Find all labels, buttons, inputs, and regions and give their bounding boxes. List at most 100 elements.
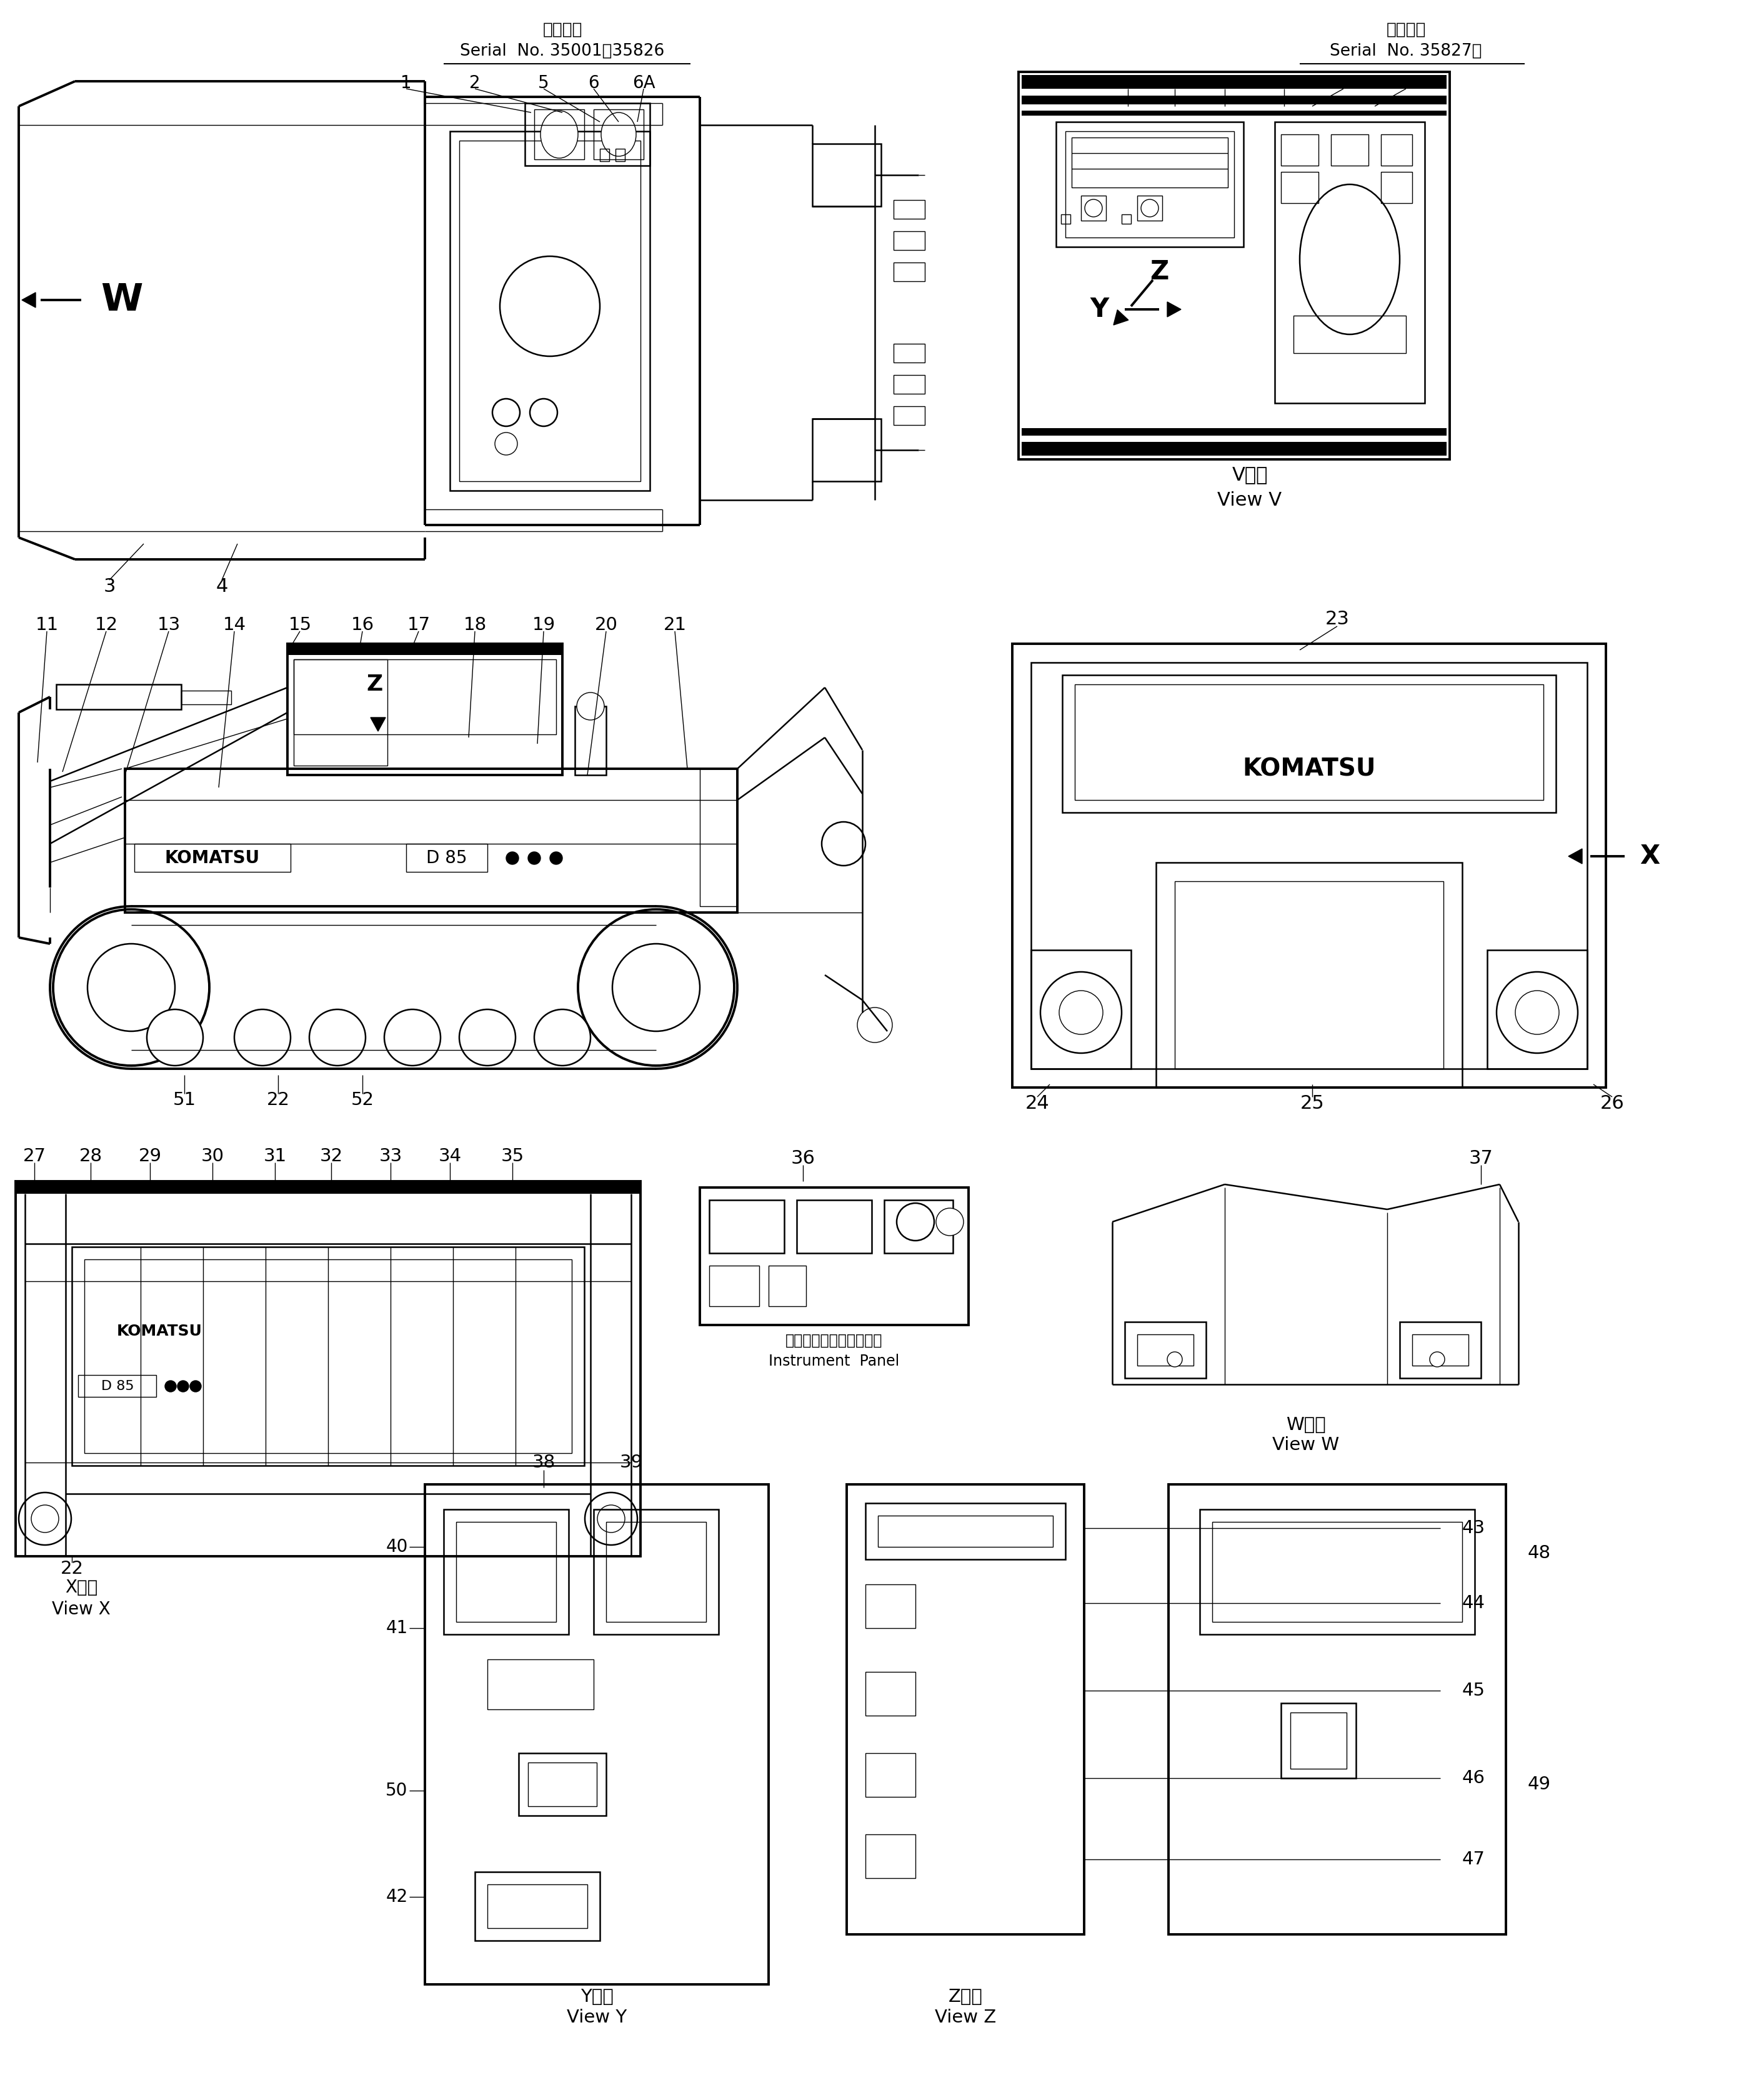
Text: 19: 19 [533, 616, 556, 635]
Text: 33: 33 [379, 1148, 402, 1165]
Circle shape [506, 853, 519, 865]
Polygon shape [370, 716, 386, 731]
Bar [616, 149, 624, 161]
Text: 8: 8 [1170, 75, 1180, 92]
Bar [1487, 949, 1588, 1068]
Bar [1332, 134, 1369, 166]
Bar [1399, 1322, 1482, 1379]
Text: Serial  No. 35001〜35826: Serial No. 35001〜35826 [460, 44, 665, 59]
Bar [1057, 122, 1244, 247]
Bar [72, 1247, 584, 1466]
Circle shape [32, 1504, 58, 1534]
Bar [425, 1485, 769, 1984]
Text: 30: 30 [201, 1148, 224, 1165]
Text: 12: 12 [95, 616, 118, 635]
Text: 45: 45 [1462, 1682, 1485, 1699]
Ellipse shape [602, 113, 637, 157]
Bar [293, 660, 556, 735]
Circle shape [1168, 1351, 1182, 1366]
Bar [878, 1515, 1053, 1546]
Text: 7: 7 [1337, 75, 1349, 92]
Text: 50: 50 [386, 1783, 407, 1800]
Text: 20: 20 [594, 616, 617, 635]
Bar [797, 1200, 871, 1253]
Text: 適用号機: 適用号機 [543, 21, 582, 38]
Bar [1065, 132, 1235, 237]
Text: 3: 3 [104, 578, 115, 595]
Text: Y: Y [1090, 295, 1110, 323]
Bar [1060, 214, 1071, 224]
Polygon shape [21, 293, 35, 308]
Text: 42: 42 [386, 1888, 407, 1906]
Bar [1281, 134, 1318, 166]
Circle shape [937, 1209, 963, 1236]
Circle shape [527, 853, 540, 865]
Text: 52: 52 [351, 1091, 374, 1108]
Text: 22: 22 [60, 1561, 83, 1578]
Circle shape [1496, 972, 1577, 1054]
Bar [475, 1871, 600, 1940]
Text: KOMATSU: KOMATSU [116, 1324, 203, 1339]
Text: 15: 15 [288, 616, 312, 635]
Text: 48: 48 [1528, 1544, 1551, 1563]
Bar [1021, 111, 1446, 115]
Text: 6A: 6A [632, 75, 654, 92]
Circle shape [1041, 972, 1122, 1054]
Bar [769, 1265, 806, 1307]
Ellipse shape [540, 111, 579, 157]
Text: 24: 24 [1025, 1094, 1050, 1112]
Text: 47: 47 [1462, 1850, 1485, 1869]
Text: View V: View V [1217, 490, 1282, 509]
Text: 26: 26 [1600, 1094, 1625, 1112]
Circle shape [612, 943, 700, 1031]
Polygon shape [1113, 310, 1129, 325]
Bar [487, 1883, 587, 1927]
Bar [1175, 882, 1443, 1068]
Text: 4: 4 [215, 578, 228, 595]
Text: Instrument  Panel: Instrument Panel [769, 1353, 900, 1368]
Text: 51: 51 [173, 1091, 196, 1108]
Bar [56, 685, 182, 710]
Polygon shape [1168, 302, 1182, 316]
Polygon shape [1568, 848, 1582, 863]
Text: 40: 40 [386, 1538, 407, 1557]
Text: Z: Z [1150, 260, 1168, 285]
Circle shape [496, 432, 517, 455]
Bar [1013, 643, 1605, 1087]
Bar [288, 643, 563, 656]
Bar [288, 643, 563, 775]
Circle shape [586, 1492, 637, 1544]
Bar [847, 1485, 1085, 1934]
Bar [1289, 1712, 1346, 1768]
Bar [594, 1508, 718, 1634]
Circle shape [577, 693, 605, 721]
Text: X　視: X 視 [65, 1580, 97, 1596]
Text: 5: 5 [538, 75, 549, 92]
Text: インスツルメントパネル: インスツルメントパネル [785, 1332, 882, 1347]
Text: 7: 7 [1122, 75, 1134, 92]
Text: 35: 35 [501, 1148, 524, 1165]
Circle shape [385, 1010, 441, 1066]
Ellipse shape [1300, 184, 1399, 335]
Bar [1138, 1335, 1194, 1366]
Bar [894, 262, 924, 281]
Bar [534, 109, 584, 159]
Bar [519, 1754, 607, 1816]
Bar [406, 844, 487, 872]
Bar [709, 1265, 759, 1307]
Circle shape [178, 1381, 189, 1391]
Text: 36: 36 [790, 1148, 815, 1167]
Text: 37: 37 [1469, 1148, 1492, 1167]
Text: 9: 9 [1219, 75, 1230, 92]
Text: D 85: D 85 [427, 848, 467, 867]
Text: 32: 32 [319, 1148, 342, 1165]
Text: Y　視: Y 視 [580, 1988, 614, 2005]
Text: 27: 27 [23, 1148, 46, 1165]
Bar [487, 1659, 594, 1710]
Text: View Y: View Y [566, 2009, 626, 2026]
Circle shape [529, 398, 557, 425]
Circle shape [822, 821, 866, 865]
Text: View Z: View Z [935, 2009, 997, 2026]
Text: Serial  No. 35827〜: Serial No. 35827〜 [1330, 44, 1482, 59]
Circle shape [598, 1504, 624, 1534]
